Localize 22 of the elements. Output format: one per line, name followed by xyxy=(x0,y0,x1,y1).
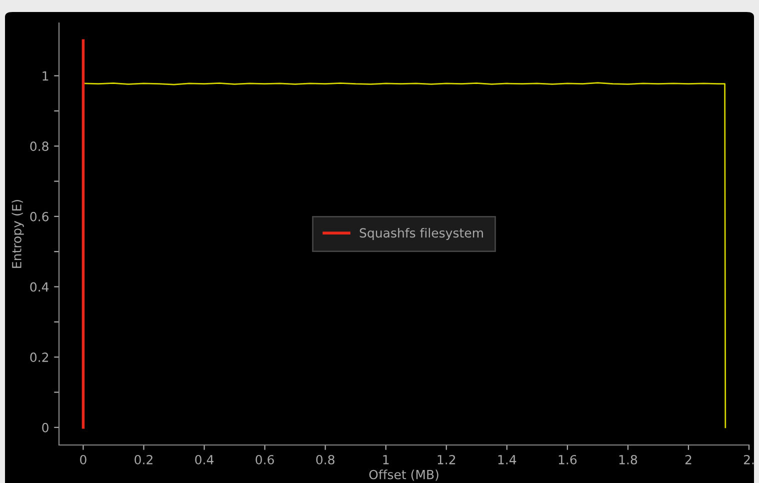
y-tick-label: 0.6 xyxy=(30,212,48,222)
x-tick-label: 0.2 xyxy=(134,454,152,464)
x-tick-label: 0.6 xyxy=(256,454,274,464)
y-tick-label: 1 xyxy=(42,71,48,80)
y-axis-title: Entropy (E) xyxy=(12,200,24,268)
x-tick-label: 2 xyxy=(685,454,692,464)
x-tick-label: 0.4 xyxy=(195,454,214,464)
x-tick-label: 2. xyxy=(744,454,754,464)
y-tick-label: 0 xyxy=(42,422,48,432)
y-tick-label: 0.8 xyxy=(30,142,48,152)
x-tick-label: 1 xyxy=(383,455,389,464)
y-tick-label: 0.2 xyxy=(30,352,48,362)
x-tick-label: 1.8 xyxy=(619,454,638,464)
x-axis-title: Offset (MB) xyxy=(369,470,438,481)
x-tick-label: 1.2 xyxy=(438,454,456,464)
x-tick-label: 1.6 xyxy=(558,454,577,464)
legend-label: Squashfs filesystem xyxy=(360,228,483,240)
x-tick-label: 0 xyxy=(80,454,86,464)
x-tick-label: 1.4 xyxy=(498,455,516,464)
line-series xyxy=(84,82,726,428)
y-tick-label: 0.4 xyxy=(30,282,49,292)
x-tick-label: 0.8 xyxy=(316,454,334,464)
